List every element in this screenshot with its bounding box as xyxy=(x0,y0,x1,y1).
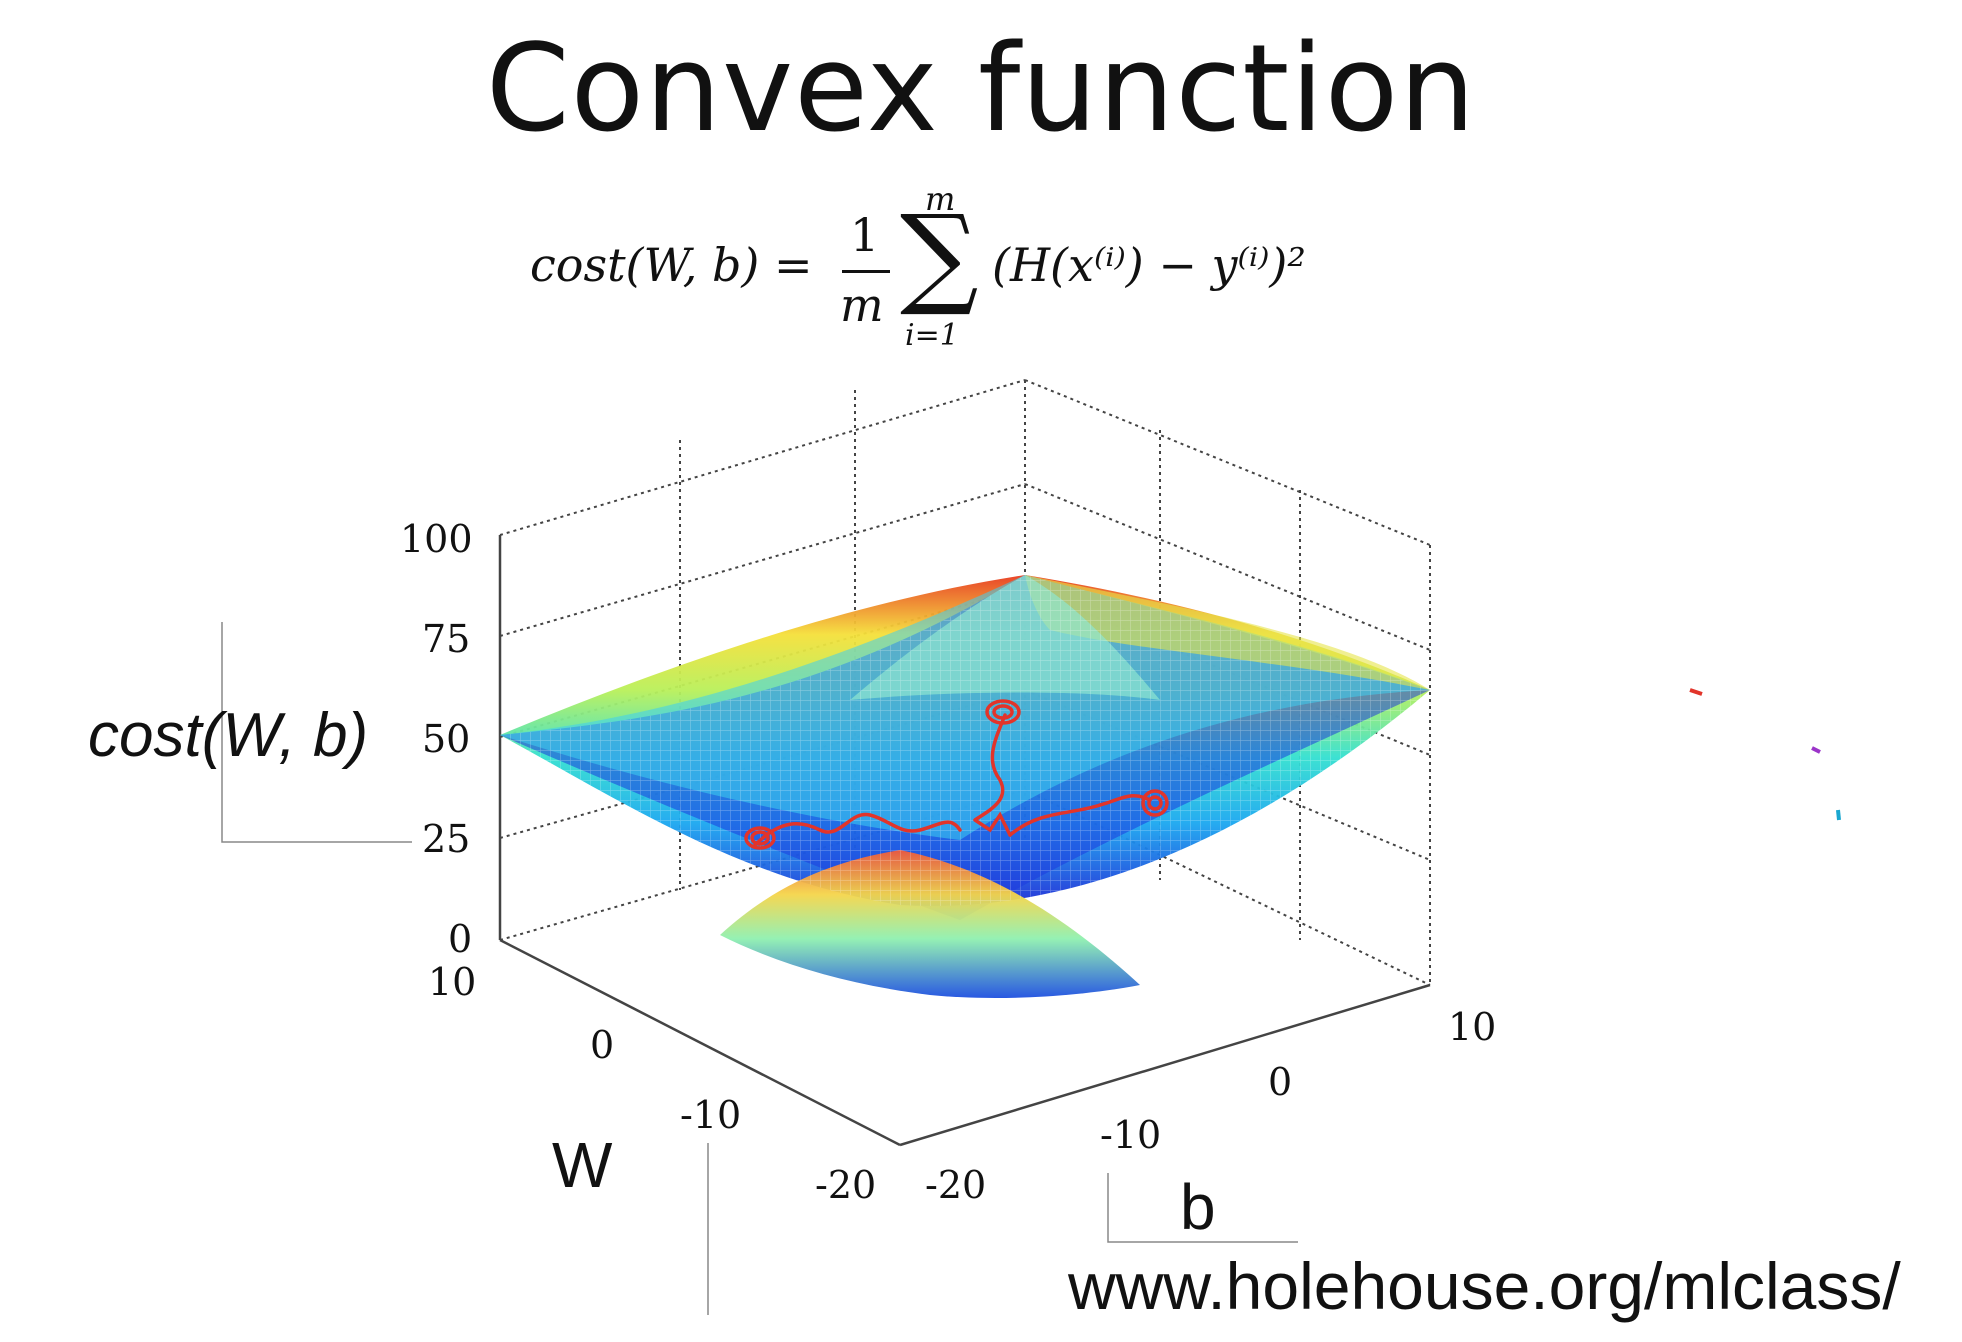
sum-sigma-icon: ∑ xyxy=(900,191,979,319)
cost-formula: cost(W, b) = 1 m ∑ m i=1 (H(x⁽ⁱ⁾) − y⁽ⁱ⁾… xyxy=(530,180,1430,360)
grid-line xyxy=(1024,789,1431,986)
descent-path-center xyxy=(973,713,1012,837)
z-tick-label: 0 xyxy=(448,917,472,961)
z-tick-label: 25 xyxy=(422,817,470,861)
grid-line xyxy=(1024,379,1431,546)
grid-line xyxy=(499,483,1026,637)
b-axis-line xyxy=(899,983,1431,1147)
grid-line xyxy=(499,379,1026,536)
w-tick-label: -10 xyxy=(680,1093,741,1137)
w-tick-label: -20 xyxy=(815,1163,876,1207)
axis-lines xyxy=(498,535,1431,1147)
z-tick-label: 50 xyxy=(422,717,470,761)
grid-line xyxy=(1024,483,1431,651)
b-tick-label: -20 xyxy=(925,1163,986,1207)
descent-spiral-right xyxy=(1141,789,1169,817)
stray-mark-cyan xyxy=(1836,809,1841,821)
b-tick-label: 10 xyxy=(1448,1005,1496,1049)
stray-mark-purple xyxy=(1811,746,1821,754)
b-tick-label: 0 xyxy=(1268,1060,1292,1104)
formula-fraction-bar xyxy=(842,270,890,273)
formula-lhs: cost(W, b) = xyxy=(530,238,813,292)
gradient-descent-paths xyxy=(744,699,1169,850)
w-axis-line xyxy=(499,938,901,1147)
sum-lower-limit: i=1 xyxy=(905,318,959,353)
formula-body: (H(x⁽ⁱ⁾) − y⁽ⁱ⁾)² xyxy=(992,238,1306,292)
label-brackets xyxy=(221,622,1298,1315)
z-axis-label: cost(W, b) xyxy=(88,701,369,770)
source-url: www.holehouse.org/mlclass/ xyxy=(1068,1249,1901,1323)
z-tick-label: 100 xyxy=(400,517,473,561)
formula-fraction-numerator: 1 xyxy=(850,208,880,262)
w-tick-label: 0 xyxy=(590,1023,614,1067)
w-axis-ticks: 10 0 -10 -20 xyxy=(428,960,876,1207)
descent-path-right xyxy=(1008,794,1152,837)
zlabel-bracket xyxy=(221,622,412,843)
sum-upper-limit: m xyxy=(925,180,956,218)
b-axis-ticks: -20 -10 0 10 xyxy=(925,1005,1496,1207)
blabel-bracket xyxy=(1107,1173,1298,1243)
w-tick-label: 10 xyxy=(428,960,476,1004)
b-axis-label: b xyxy=(1180,1171,1216,1243)
stray-mark-red xyxy=(1689,688,1703,696)
slide-title: Convex function xyxy=(485,20,1477,159)
b-tick-label: -10 xyxy=(1100,1113,1161,1157)
descent-spiral-left xyxy=(744,826,776,850)
descent-path-left xyxy=(753,812,962,847)
z-tick-label: 75 xyxy=(422,617,470,661)
descent-spiral-center xyxy=(985,699,1021,725)
formula-fraction-denominator: m xyxy=(840,278,884,332)
z-axis-ticks: 100 75 50 25 0 xyxy=(400,517,473,961)
w-axis-label: W xyxy=(552,1129,613,1201)
